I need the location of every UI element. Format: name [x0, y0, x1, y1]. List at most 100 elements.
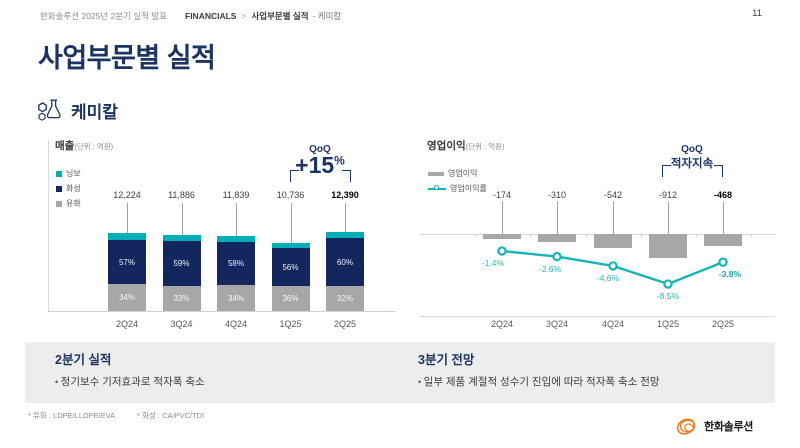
revenue-total-label: 12,224	[113, 190, 141, 200]
op-x-axis	[420, 316, 775, 317]
qoq-bracket-left	[662, 165, 671, 177]
breadcrumb-separator: >	[241, 11, 247, 21]
revenue-total-label: 12,390	[331, 190, 359, 200]
commentary-band: 2분기 실적 정기보수 기저효과로 적자폭 축소 3분기 전망 일부 제품 계절…	[25, 342, 775, 403]
legend-item-유화: 유화	[56, 198, 81, 209]
bar-segment-유화: 32%	[326, 285, 364, 311]
op-title-text: 영업이익	[427, 140, 466, 152]
legend-label: 닝보	[66, 169, 81, 178]
revenue-qoq-label: QoQ	[309, 144, 331, 155]
legend-swatch	[56, 185, 62, 192]
hanwha-circle-icon	[676, 418, 696, 435]
legend-label: 영업이익률	[450, 184, 487, 193]
breadcrumb-leaf: - 케미칼	[312, 11, 342, 21]
op-value-label: -174	[492, 190, 511, 200]
legend-line-swatch	[428, 185, 446, 193]
op-value-label: -310	[547, 190, 566, 200]
bar-segment-닝보	[326, 232, 364, 239]
qoq-bracket-right	[714, 165, 723, 177]
axis-tick	[695, 235, 697, 238]
axis-tick	[474, 235, 476, 238]
leader-line	[181, 203, 183, 236]
q2-results-heading: 2분기 실적	[55, 353, 112, 367]
legend-item-화성: 화성	[56, 183, 81, 194]
legend-label: 화성	[66, 184, 81, 193]
breadcrumb-section: FINANCIALS	[185, 11, 237, 21]
legend-item-닝보: 닝보	[56, 168, 81, 179]
category-label: 1Q25	[279, 319, 302, 329]
category-label: 2Q25	[333, 319, 357, 329]
bar-segment-닝보	[162, 235, 201, 242]
bar-segment-유화: 33%	[162, 285, 201, 311]
legend-item-영업이익: 영업이익	[428, 168, 487, 179]
breadcrumb-group: 사업부문별 실적	[251, 11, 309, 21]
op-bar	[704, 234, 742, 247]
op-value-label: -912	[658, 190, 677, 200]
bar-segment-화성: 60%	[326, 238, 364, 286]
op-unit-label: (단위 : 억원)	[465, 142, 505, 151]
revenue-baseline	[48, 311, 395, 312]
bar-segment-화성: 59%	[162, 241, 201, 286]
footnotes: * 유화 : LDPE/LLDPE/EVA * 화성 : CA/PVC/TDI	[28, 410, 204, 421]
margin-label: -1.4%	[481, 258, 505, 268]
margin-label: -8.5%	[656, 291, 680, 302]
leader-line	[290, 203, 292, 243]
revenue-total-label: 10,736	[276, 190, 305, 200]
category-label: 2Q24	[490, 319, 514, 329]
bar-segment-닝보	[271, 242, 310, 248]
revenue-qoq-suffix: %	[334, 153, 345, 168]
qoq-bracket-left	[290, 170, 299, 182]
chemical-flask-icon	[38, 99, 61, 121]
segment-label: 케미칼	[71, 102, 118, 122]
margin-label: -4.6%	[596, 272, 620, 283]
bar-segment-닝보	[108, 233, 146, 241]
axis-tick	[750, 235, 752, 238]
footnote-hwaseong: * 화성 : CA/PVC/TDI	[137, 411, 205, 420]
bar-segment-화성: 58%	[217, 241, 255, 286]
legend-label: 유화	[66, 199, 81, 208]
segment-header: 케미칼	[36, 96, 118, 124]
category-label: 2Q24	[115, 319, 139, 329]
q3-outlook-block: 3분기 전망 일부 제품 계절적 성수기 진입에 따라 적자폭 축소 전망	[418, 349, 660, 389]
legend-bar-swatch	[428, 171, 444, 176]
leader-line	[127, 203, 128, 234]
deck-title: 한화솔루션 2025년 2분기 실적 발표	[40, 11, 167, 21]
axis-tick	[529, 235, 531, 238]
legend-marker	[434, 185, 439, 190]
op-bar	[594, 234, 632, 249]
legend-item-영업이익률: 영업이익률	[428, 183, 487, 194]
op-bar	[538, 234, 576, 243]
category-label: 3Q24	[545, 319, 569, 329]
revenue-title-text: 매출	[55, 140, 75, 152]
operating-profit-chart: 영업이익(단위 : 억원) 영업이익 영업이익률 -174 2Q24 -310 3Q24…	[420, 138, 780, 333]
leader-line	[502, 202, 503, 234]
revenue-total-label: 11,886	[168, 190, 195, 200]
bar-segment-화성: 57%	[108, 240, 146, 285]
revenue-total-label: 11,839	[222, 190, 250, 200]
legend-swatch	[56, 170, 62, 177]
bar-segment-닝보	[217, 235, 255, 242]
category-label: 4Q24	[601, 319, 625, 329]
hanwha-logo: 한화솔루션	[674, 413, 753, 439]
leader-line	[236, 203, 237, 236]
margin-label: -2.6%	[538, 263, 562, 274]
q2-results-bullet: 정기보수 기저효과로 적자폭 축소	[55, 374, 205, 389]
page-number: 11	[752, 8, 762, 19]
category-label: 4Q24	[224, 319, 248, 329]
leader-line	[668, 202, 669, 234]
bar-segment-유화: 36%	[271, 286, 310, 311]
op-qoq-value: 적자지속	[670, 158, 714, 170]
revenue-left-axis	[48, 140, 49, 311]
leader-line	[613, 202, 614, 234]
axis-tick	[585, 235, 587, 238]
op-value-label: -468	[713, 190, 732, 200]
bar-segment-유화: 34%	[108, 284, 146, 311]
op-bar	[649, 234, 687, 258]
category-label: 1Q25	[656, 319, 680, 329]
footnote-yuhwa: * 유화 : LDPE/LLDPE/EVA	[28, 411, 116, 420]
page-title: 사업부문별 실적	[38, 43, 216, 73]
leader-line	[345, 203, 346, 232]
